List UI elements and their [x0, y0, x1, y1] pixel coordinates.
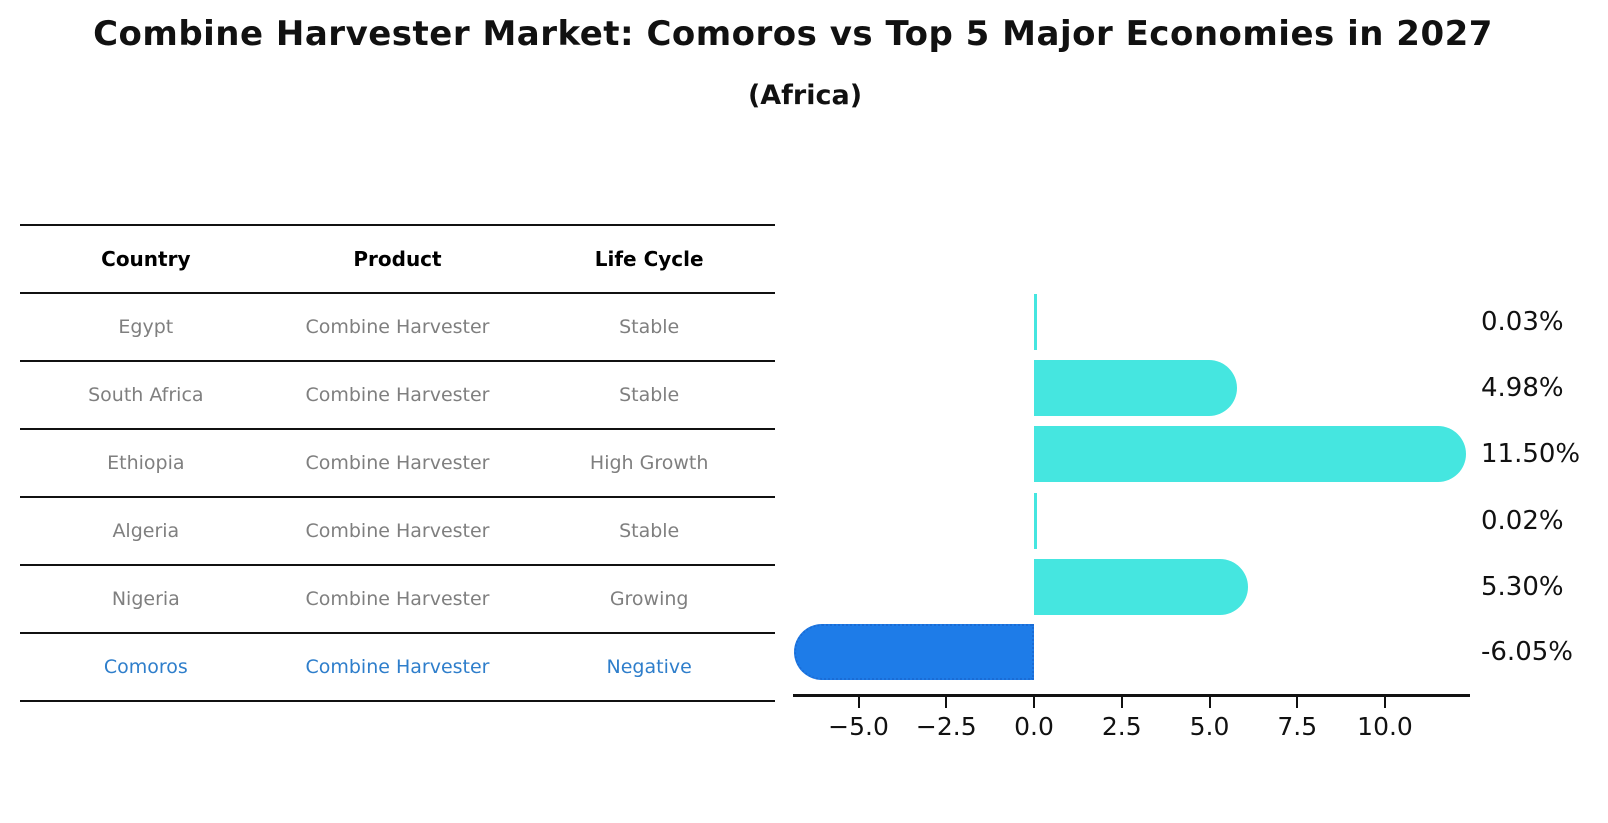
column-header-country: Country — [101, 247, 191, 271]
bar-nigeria — [1034, 559, 1249, 615]
product-cell: Combine Harvester — [305, 316, 490, 338]
x-tick-label: 7.5 — [1277, 712, 1318, 741]
product-cell: Combine Harvester — [305, 384, 490, 406]
lifecycle-cell: Growing — [609, 588, 689, 610]
x-tick-mark — [1296, 697, 1299, 708]
lifecycle-cell: Stable — [619, 520, 680, 542]
x-tick-mark — [945, 697, 948, 708]
x-tick-mark — [1120, 697, 1123, 708]
table-row-egypt: Egypt Combine Harvester Stable — [20, 293, 775, 361]
bar-ethiopia — [1034, 426, 1466, 482]
country-table: Country Product Life Cycle Egypt Combine … — [20, 224, 775, 702]
table-row-algeria: Algeria Combine Harvester Stable — [20, 497, 775, 565]
x-tick-label: 2.5 — [1101, 712, 1142, 741]
product-cell: Combine Harvester — [305, 520, 490, 542]
lifecycle-cell: High Growth — [589, 452, 709, 474]
country-cell: Algeria — [112, 520, 180, 542]
value-label-nigeria: 5.30% — [1481, 572, 1564, 602]
x-tick-mark — [857, 697, 860, 708]
bar-comoros — [793, 623, 1034, 680]
table-header: Country Product Life Cycle — [20, 225, 775, 293]
value-label-algeria: 0.02% — [1481, 505, 1564, 536]
chart-title: Combine Harvester Market: Comoros vs Top… — [93, 14, 1493, 54]
x-tick-mark — [1384, 697, 1386, 708]
product-cell: Combine Harvester — [305, 656, 490, 678]
column-header-lifecycle: Life Cycle — [594, 247, 704, 271]
x-axis-line — [793, 694, 1470, 697]
product-cell: Combine Harvester — [305, 588, 490, 610]
lifecycle-cell: Negative — [606, 656, 692, 678]
value-label-south-africa: 4.98% — [1481, 373, 1564, 403]
x-tick-label: −5.0 — [828, 712, 889, 741]
country-cell: Ethiopia — [107, 452, 185, 474]
chart-subtitle: (Africa) — [747, 80, 863, 111]
table-body: Egypt Combine Harvester Stable South Africa… — [20, 293, 775, 701]
value-label-comoros: -6.05% — [1481, 636, 1573, 667]
x-tick-label: 0.0 — [1014, 712, 1054, 741]
value-label-ethiopia: 11.50% — [1481, 439, 1581, 469]
country-cell: South Africa — [88, 384, 204, 406]
table-row-ethiopia: Ethiopia Combine Harvester High Growth — [20, 429, 775, 497]
bar-south-africa — [1034, 360, 1237, 416]
product-cell: Combine Harvester — [305, 452, 490, 474]
column-header-product: Product — [353, 247, 442, 271]
country-cell: Egypt — [118, 316, 174, 338]
country-cell: Nigeria — [111, 588, 180, 610]
value-label-egypt: 0.03% — [1481, 307, 1564, 337]
x-tick-mark — [1208, 697, 1211, 708]
x-tick-label: −2.5 — [915, 712, 977, 741]
table-row-south-africa: South Africa Combine Harvester Stable — [20, 361, 775, 429]
lifecycle-cell: Stable — [619, 316, 680, 338]
table-header-row: Country Product Life Cycle — [20, 225, 775, 293]
x-tick-label: 5.0 — [1189, 712, 1230, 741]
lifecycle-cell: Stable — [619, 384, 680, 406]
bar-algeria — [1034, 492, 1037, 549]
x-tick-mark — [1033, 697, 1035, 708]
country-cell: Comoros — [103, 656, 188, 678]
table-row-nigeria: Nigeria Combine Harvester Growing — [20, 565, 775, 633]
x-tick-label: 10.0 — [1357, 712, 1413, 741]
bar-egypt — [1034, 294, 1037, 350]
table-row-comoros: Comoros Combine Harvester Negative — [20, 633, 775, 701]
